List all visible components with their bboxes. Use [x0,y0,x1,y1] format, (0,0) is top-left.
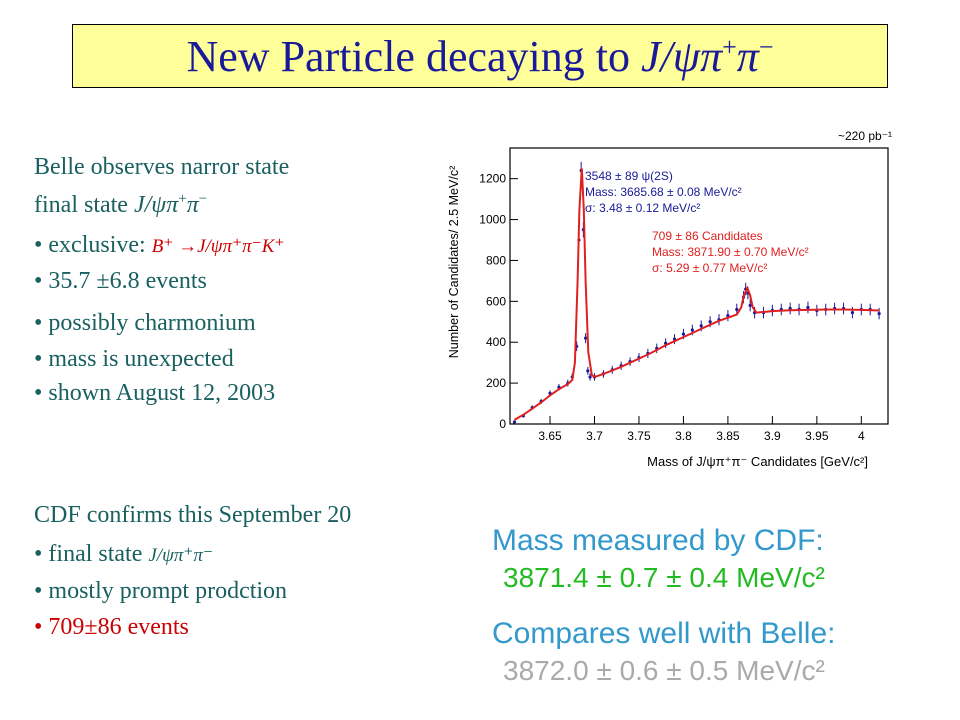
belle-mass: • mass is unexpected [34,346,234,372]
x-tick-label: 3.65 [538,429,562,443]
data-point [806,305,810,310]
x-tick-label: 3.85 [716,429,740,443]
y-tick-label: 200 [486,376,506,390]
data-point [512,420,517,424]
y-tick-label: 0 [499,417,506,431]
y-tick-label: 1200 [479,172,506,186]
data-point [690,328,694,332]
cdf-prompt: • mostly prompt prodction [34,578,288,604]
data-point [588,375,592,379]
x-tick-label: 3.9 [764,429,781,443]
cdf-events: • 709±86 events [34,614,189,640]
data-point [586,369,590,373]
belle-shown: • shown August 12, 2003 [34,380,276,406]
belle-charmonium: • possibly charmonium [34,310,256,336]
psi2s-annotation-line-2: Mass: 3685.68 ± 0.08 MeV/c² [585,185,742,199]
cdf-heading: CDF confirms this September 20 [34,502,352,528]
y-tick-label: 400 [486,335,506,349]
title-box: New Particle decaying to J/ψπ+π− [72,24,888,88]
x-tick-label: 3.8 [675,429,692,443]
mass-belle-heading: Compares well with Belle: [492,617,836,650]
data-point [735,307,739,312]
x-tick-label: 4 [858,429,865,443]
mass-cdf-heading: Mass measured by CDF: [492,524,824,557]
y-tick-label: 800 [486,253,506,267]
psi2s-annotation-line-3: σ: 3.48 ± 0.12 MeV/c² [585,201,700,215]
y-axis-label: Number of Candidates/ 2.5 MeV/c² [447,166,461,358]
data-point [850,310,855,315]
x3872-annotation-line-1: 709 ± 86 Candidates [652,229,763,243]
data-point [584,336,588,340]
x3872-annotation-line-2: Mass: 3871.90 ± 0.70 MeV/c² [652,245,809,259]
page-title: New Particle decaying to J/ψπ+π− [186,31,774,81]
belle-final-state: final state J/ψπ+π− [34,191,208,218]
belle-exclusive: • exclusive: B⁺ →J/ψπ⁺π⁻K⁺ [34,232,285,258]
psi2s-annotation: 3548 ± 89 ψ(2S) Mass: 3685.68 ± 0.08 MeV… [585,169,742,215]
plot-frame [509,147,889,425]
lumi-label: ~220 pb⁻¹ [838,129,892,143]
belle-heading: Belle observes narror state [34,154,290,180]
mass-cdf-value: 3871.4 ± 0.7 ± 0.4 MeV/c² [503,562,825,593]
x-tick-label: 3.7 [586,429,603,443]
data-point [877,312,881,316]
mass-belle-value: 3872.0 ± 0.6 ± 0.5 MeV/c² [503,655,825,686]
psi2s-annotation-line-1: 3548 ± 89 ψ(2S) [585,169,673,183]
x-axis-label: Mass of J/ψπ⁺π⁻ Candidates [GeV/c²] [647,454,868,469]
x-tick-label: 3.75 [627,429,651,443]
y-tick-label: 600 [486,294,506,308]
x-tick-label: 3.95 [805,429,829,443]
fit-curve [513,168,880,421]
belle-events: • 35.7 ±6.8 events [34,268,207,294]
data-point [681,332,686,336]
data-point [748,303,752,308]
data-point [699,324,703,328]
x3872-annotation: 709 ± 86 Candidates Mass: 3871.90 ± 0.70… [652,229,809,275]
data-point [708,320,712,324]
x3872-annotation-line-3: σ: 5.29 ± 0.77 MeV/c² [652,261,767,275]
cdf-final-state: • final state J/ψπ⁺π⁻ [34,541,213,567]
y-tick-label: 1000 [479,213,506,227]
